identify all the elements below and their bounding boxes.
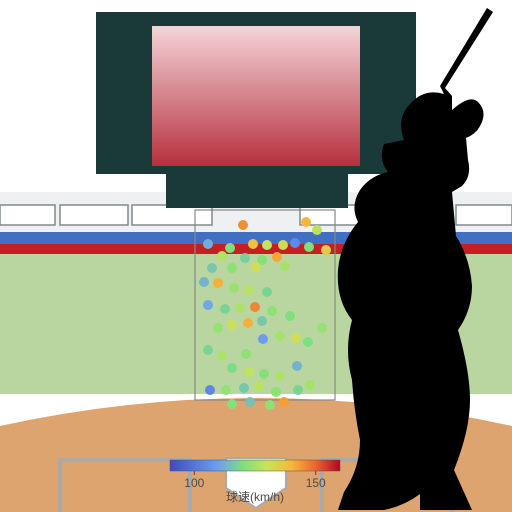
pitch-point: [213, 278, 223, 288]
pitch-point: [254, 381, 264, 391]
pitch-point: [267, 306, 277, 316]
pitch-point: [279, 397, 289, 407]
pitch-point: [303, 337, 313, 347]
pitch-point: [301, 217, 311, 227]
pitch-point: [199, 277, 209, 287]
pitch-point: [258, 334, 268, 344]
pitch-point: [217, 251, 227, 261]
pitch-point: [207, 263, 217, 273]
pitch-point: [245, 397, 255, 407]
stand-block: [0, 205, 55, 225]
pitch-point: [285, 311, 295, 321]
pitch-point: [243, 318, 253, 328]
pitch-point: [227, 363, 237, 373]
pitch-point: [227, 320, 237, 330]
scoreboard-screen: [152, 26, 360, 166]
pitch-point: [262, 287, 272, 297]
pitch-point: [305, 380, 315, 390]
pitch-point: [229, 283, 239, 293]
pitch-point: [272, 252, 282, 262]
pitch-point: [227, 263, 237, 273]
pitch-point: [220, 304, 230, 314]
pitch-point: [213, 323, 223, 333]
pitch-point: [235, 303, 245, 313]
colorbar-label: 球速(km/h): [226, 490, 284, 504]
pitch-point: [293, 385, 303, 395]
pitch-point: [203, 345, 213, 355]
pitch-point: [217, 351, 227, 361]
pitch-point: [241, 349, 251, 359]
pitch-point: [239, 383, 249, 393]
pitch-point: [203, 300, 213, 310]
pitch-point: [250, 302, 260, 312]
pitch-point: [221, 385, 231, 395]
pitch-point: [203, 239, 213, 249]
pitch-point: [259, 369, 269, 379]
colorbar-tick-label: 100: [184, 476, 204, 490]
stand-block: [60, 205, 128, 225]
pitch-point: [290, 238, 300, 248]
pitch-point: [317, 323, 327, 333]
pitch-point: [271, 387, 281, 397]
pitch-point: [238, 220, 248, 230]
pitch-point: [251, 262, 261, 272]
pitch-point: [321, 245, 331, 255]
colorbar: [170, 460, 340, 471]
colorbar-tick-label: 150: [306, 476, 326, 490]
stand-block: [456, 205, 512, 225]
pitch-point: [275, 331, 285, 341]
pitch-point: [225, 243, 235, 253]
pitch-location-chart: 100 150 球速(km/h): [0, 0, 512, 512]
pitch-point: [304, 242, 314, 252]
pitch-point: [257, 316, 267, 326]
pitch-point: [262, 240, 272, 250]
pitch-point: [275, 371, 285, 381]
pitch-point: [227, 399, 237, 409]
pitch-point: [291, 333, 301, 343]
pitch-point: [205, 385, 215, 395]
pitch-point: [280, 261, 290, 271]
pitch-point: [292, 361, 302, 371]
pitch-point: [265, 400, 275, 410]
pitch-point: [248, 239, 258, 249]
pitch-point: [278, 240, 288, 250]
pitch-point: [240, 253, 250, 263]
pitch-point: [244, 367, 254, 377]
pitch-point: [244, 285, 254, 295]
pitch-point: [312, 225, 322, 235]
